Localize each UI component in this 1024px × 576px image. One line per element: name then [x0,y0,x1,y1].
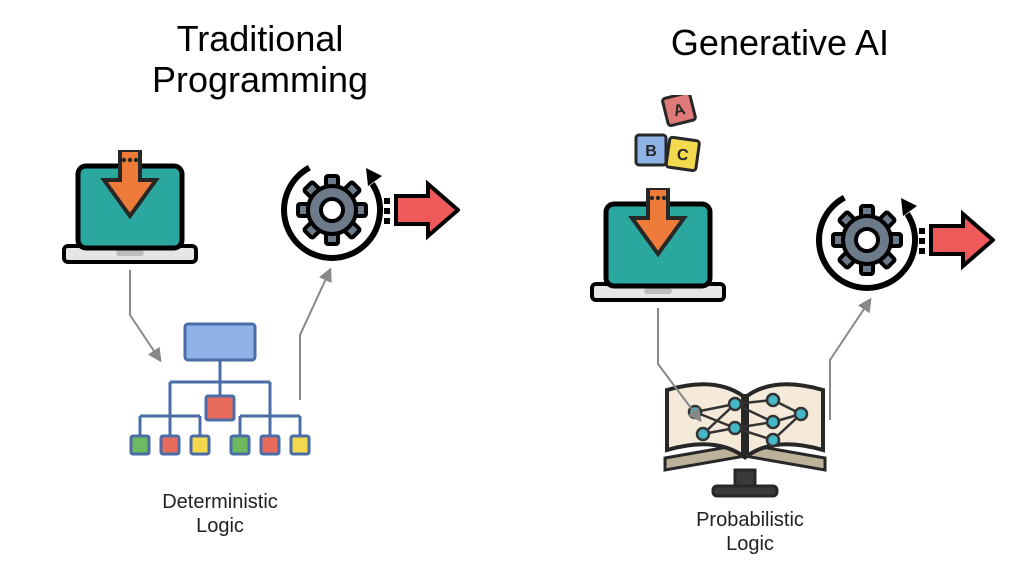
diagram-canvas: Traditional Programming Generative AI De… [0,0,1024,576]
laptop-input-icon [588,188,728,308]
laptop-input-icon [60,150,200,270]
process-gear-icon [270,140,460,280]
svg-text:B: B [645,143,657,160]
right-title: Generative AI [630,22,930,63]
right-sublabel: Probabilistic Logic [660,508,840,556]
decision-tree-icon [110,320,330,480]
left-sublabel: Deterministic Logic [130,490,310,538]
neural-book-icon [655,370,835,500]
process-gear-icon [805,170,995,310]
letter-blocks-icon: A B C [628,95,718,175]
left-title: Traditional Programming [130,18,390,101]
